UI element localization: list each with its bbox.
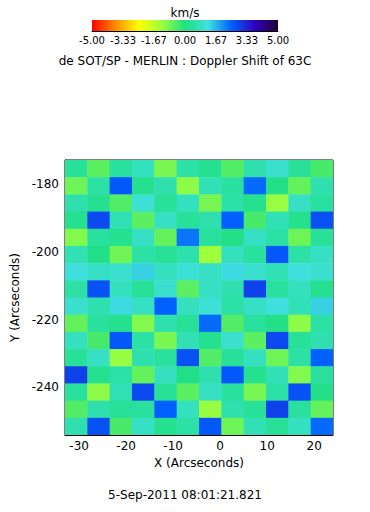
svg-text:-3.33: -3.33	[110, 35, 136, 46]
svg-text:-30: -30	[69, 439, 89, 453]
svg-text:-10: -10	[163, 439, 183, 453]
svg-text:20: 20	[307, 439, 322, 453]
svg-text:-180: -180	[32, 177, 59, 191]
svg-text:km/s: km/s	[171, 6, 200, 20]
svg-text:X (Arcseconds): X (Arcseconds)	[154, 456, 244, 470]
svg-text:-220: -220	[32, 313, 59, 327]
svg-text:-1.67: -1.67	[141, 35, 167, 46]
svg-text:0: 0	[216, 439, 224, 453]
svg-text:0.00: 0.00	[174, 35, 196, 46]
svg-text:-200: -200	[32, 245, 59, 259]
svg-text:3.33: 3.33	[236, 35, 258, 46]
svg-text:-240: -240	[32, 380, 59, 394]
svg-text:-20: -20	[116, 439, 136, 453]
svg-text:-5.00: -5.00	[79, 35, 105, 46]
svg-text:10: 10	[260, 439, 275, 453]
svg-text:Y (Arcseconds): Y (Arcseconds)	[8, 253, 22, 343]
svg-text:5-Sep-2011 08:01:21.821: 5-Sep-2011 08:01:21.821	[108, 488, 262, 502]
svg-text:5.00: 5.00	[267, 35, 289, 46]
svg-text:1.67: 1.67	[205, 35, 227, 46]
svg-text:de SOT/SP - MERLIN : Doppler S: de SOT/SP - MERLIN : Doppler Shift of 63…	[59, 54, 312, 68]
